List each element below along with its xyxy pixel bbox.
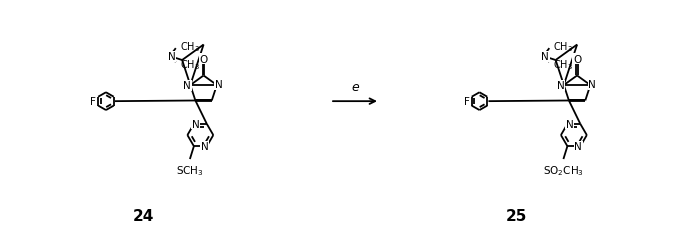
- Text: N: N: [184, 81, 191, 91]
- Text: CH$_3$: CH$_3$: [180, 40, 200, 54]
- Text: O: O: [573, 55, 581, 64]
- Text: F: F: [463, 97, 470, 107]
- Text: CH$_3$: CH$_3$: [180, 58, 200, 71]
- Text: 24: 24: [133, 208, 154, 223]
- Text: e: e: [351, 80, 359, 93]
- Text: N: N: [588, 80, 596, 90]
- Text: N: N: [192, 120, 200, 129]
- Text: F: F: [90, 97, 96, 107]
- Text: N: N: [542, 52, 549, 62]
- Text: CH$_3$: CH$_3$: [554, 58, 573, 71]
- Text: N: N: [215, 80, 223, 90]
- Text: O: O: [200, 55, 208, 64]
- Text: N: N: [168, 52, 176, 62]
- Text: 25: 25: [506, 208, 528, 223]
- Text: N: N: [201, 142, 209, 152]
- Text: SO$_2$CH$_3$: SO$_2$CH$_3$: [543, 163, 584, 177]
- Text: SCH$_3$: SCH$_3$: [176, 163, 204, 177]
- Text: N: N: [557, 81, 565, 91]
- Text: N: N: [565, 120, 573, 129]
- Text: CH$_3$: CH$_3$: [554, 40, 573, 54]
- Text: N: N: [574, 142, 582, 152]
